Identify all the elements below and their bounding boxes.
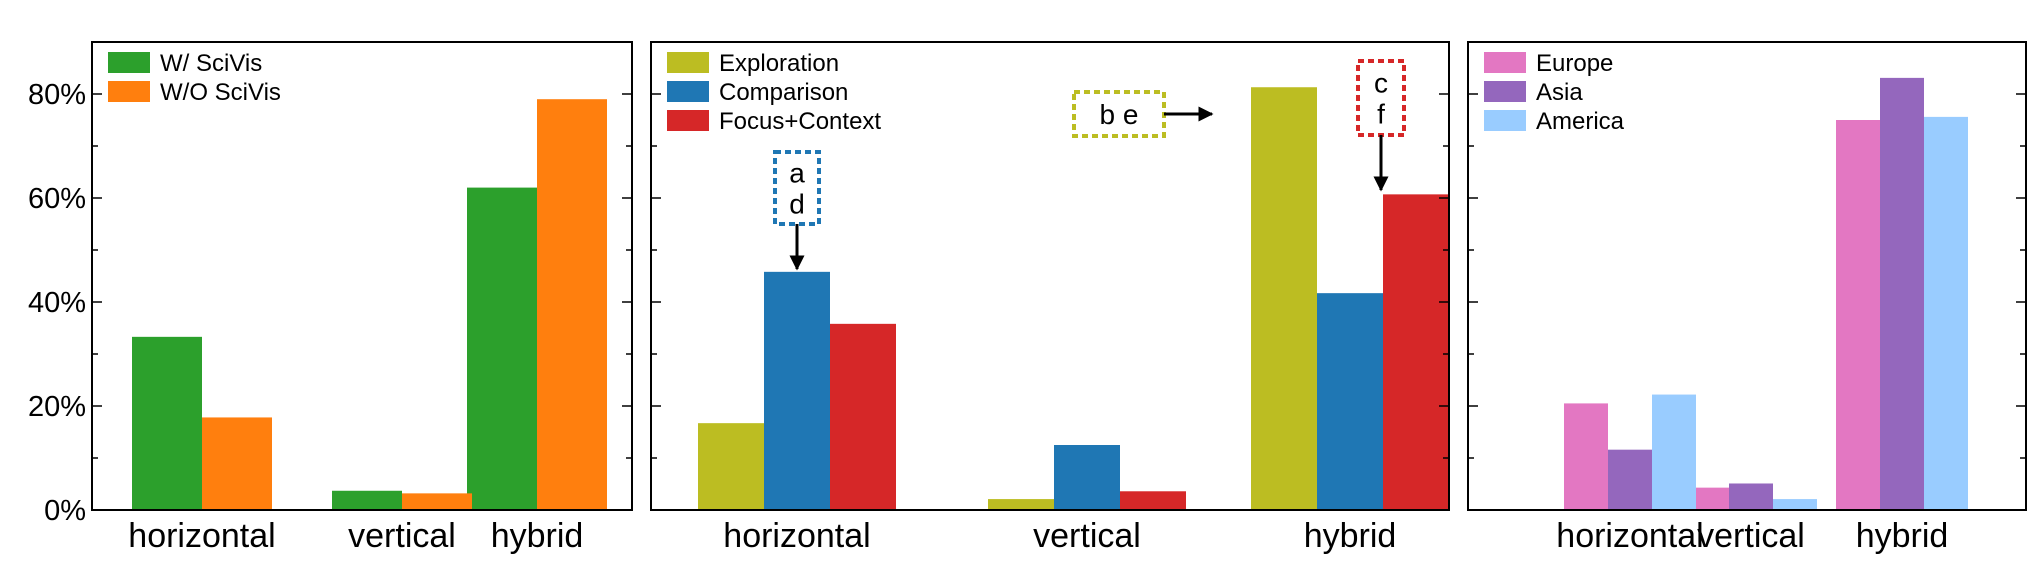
axes-frame: [1467, 41, 2027, 511]
bar-america-hybrid: [1924, 116, 1968, 510]
annotation-label: b e: [1100, 99, 1139, 130]
bar-exploration-horizontal: [698, 423, 764, 510]
bar-asia-hybrid: [1880, 77, 1924, 510]
legend-label: America: [1536, 108, 1625, 135]
y-tick-label: 40%: [28, 287, 86, 319]
annotation-callout: b e: [1072, 90, 1214, 138]
legend-swatch: [108, 52, 150, 73]
legend-swatch: [1484, 81, 1526, 102]
x-category-label: hybrid: [1304, 517, 1397, 555]
bar-comparison-horizontal: [764, 271, 830, 510]
legend-swatch: [108, 81, 150, 102]
chart-panel-1: 0% 20% 40% 60% 80% horizontal vertical hybrid W/…: [28, 41, 633, 555]
legend-swatch: [667, 110, 709, 131]
bar-focus-context-hybrid: [1383, 194, 1449, 511]
chart-panel-2: horizontal vertical hybrid ExplorationCompa…: [650, 41, 1450, 555]
bar-exploration-hybrid: [1251, 87, 1317, 511]
x-category-label: vertical: [1697, 517, 1805, 555]
annotation-label: d: [789, 189, 805, 220]
x-category-label: horizontal: [723, 517, 870, 555]
legend-label: Exploration: [719, 50, 839, 77]
legend-label: Asia: [1536, 79, 1583, 106]
annotation-label: a: [789, 158, 805, 189]
bar-comparison-hybrid: [1317, 293, 1383, 510]
bar-america-vertical: [1773, 499, 1817, 510]
bar-asia-horizontal: [1608, 449, 1652, 510]
annotation-label: f: [1377, 99, 1385, 130]
legend-swatch: [667, 81, 709, 102]
legend-swatch: [1484, 110, 1526, 131]
legend-label: W/O SciVis: [160, 79, 281, 106]
bar-america-horizontal: [1652, 394, 1696, 510]
y-tick-label: 20%: [28, 391, 86, 423]
annotation-callout: cf: [1356, 59, 1406, 192]
x-category-label: vertical: [1033, 517, 1141, 555]
axes-frame: [91, 41, 633, 511]
legend-label: Europe: [1536, 50, 1613, 77]
axes-frame: [650, 41, 1450, 511]
legend-swatch: [1484, 52, 1526, 73]
bar-focus-context-horizontal: [830, 323, 896, 510]
bar-w-scivis-vertical: [332, 490, 402, 510]
annotation-label: c: [1374, 68, 1388, 99]
x-category-label: horizontal: [1556, 517, 1703, 555]
y-tick-label: 80%: [28, 79, 86, 111]
x-category-label: hybrid: [491, 517, 584, 555]
x-category-label: hybrid: [1856, 517, 1949, 555]
legend-label: W/ SciVis: [160, 50, 262, 77]
bar-comparison-vertical: [1054, 445, 1120, 510]
y-tick-label: 60%: [28, 183, 86, 215]
legend-swatch: [667, 52, 709, 73]
bar-exploration-vertical: [988, 499, 1054, 510]
legend-label: Comparison: [719, 79, 848, 106]
bar-europe-horizontal: [1564, 403, 1608, 510]
bar-w-scivis-horizontal: [132, 336, 202, 510]
annotation-callout: ad: [773, 150, 821, 271]
legend-label: Focus+Context: [719, 108, 881, 135]
bar-asia-vertical: [1729, 483, 1773, 510]
x-category-label: horizontal: [128, 517, 275, 555]
bar-europe-hybrid: [1836, 120, 1880, 510]
annotation-box: [773, 150, 821, 226]
bar-w-scivis-hybrid: [467, 187, 537, 510]
bar-w-o-scivis-hybrid: [537, 99, 607, 510]
y-tick-label: 0%: [44, 495, 86, 527]
x-category-label: vertical: [348, 517, 456, 555]
bar-focus-context-vertical: [1120, 491, 1186, 510]
bar-w-o-scivis-horizontal: [202, 417, 272, 510]
bar-w-o-scivis-vertical: [402, 493, 472, 510]
